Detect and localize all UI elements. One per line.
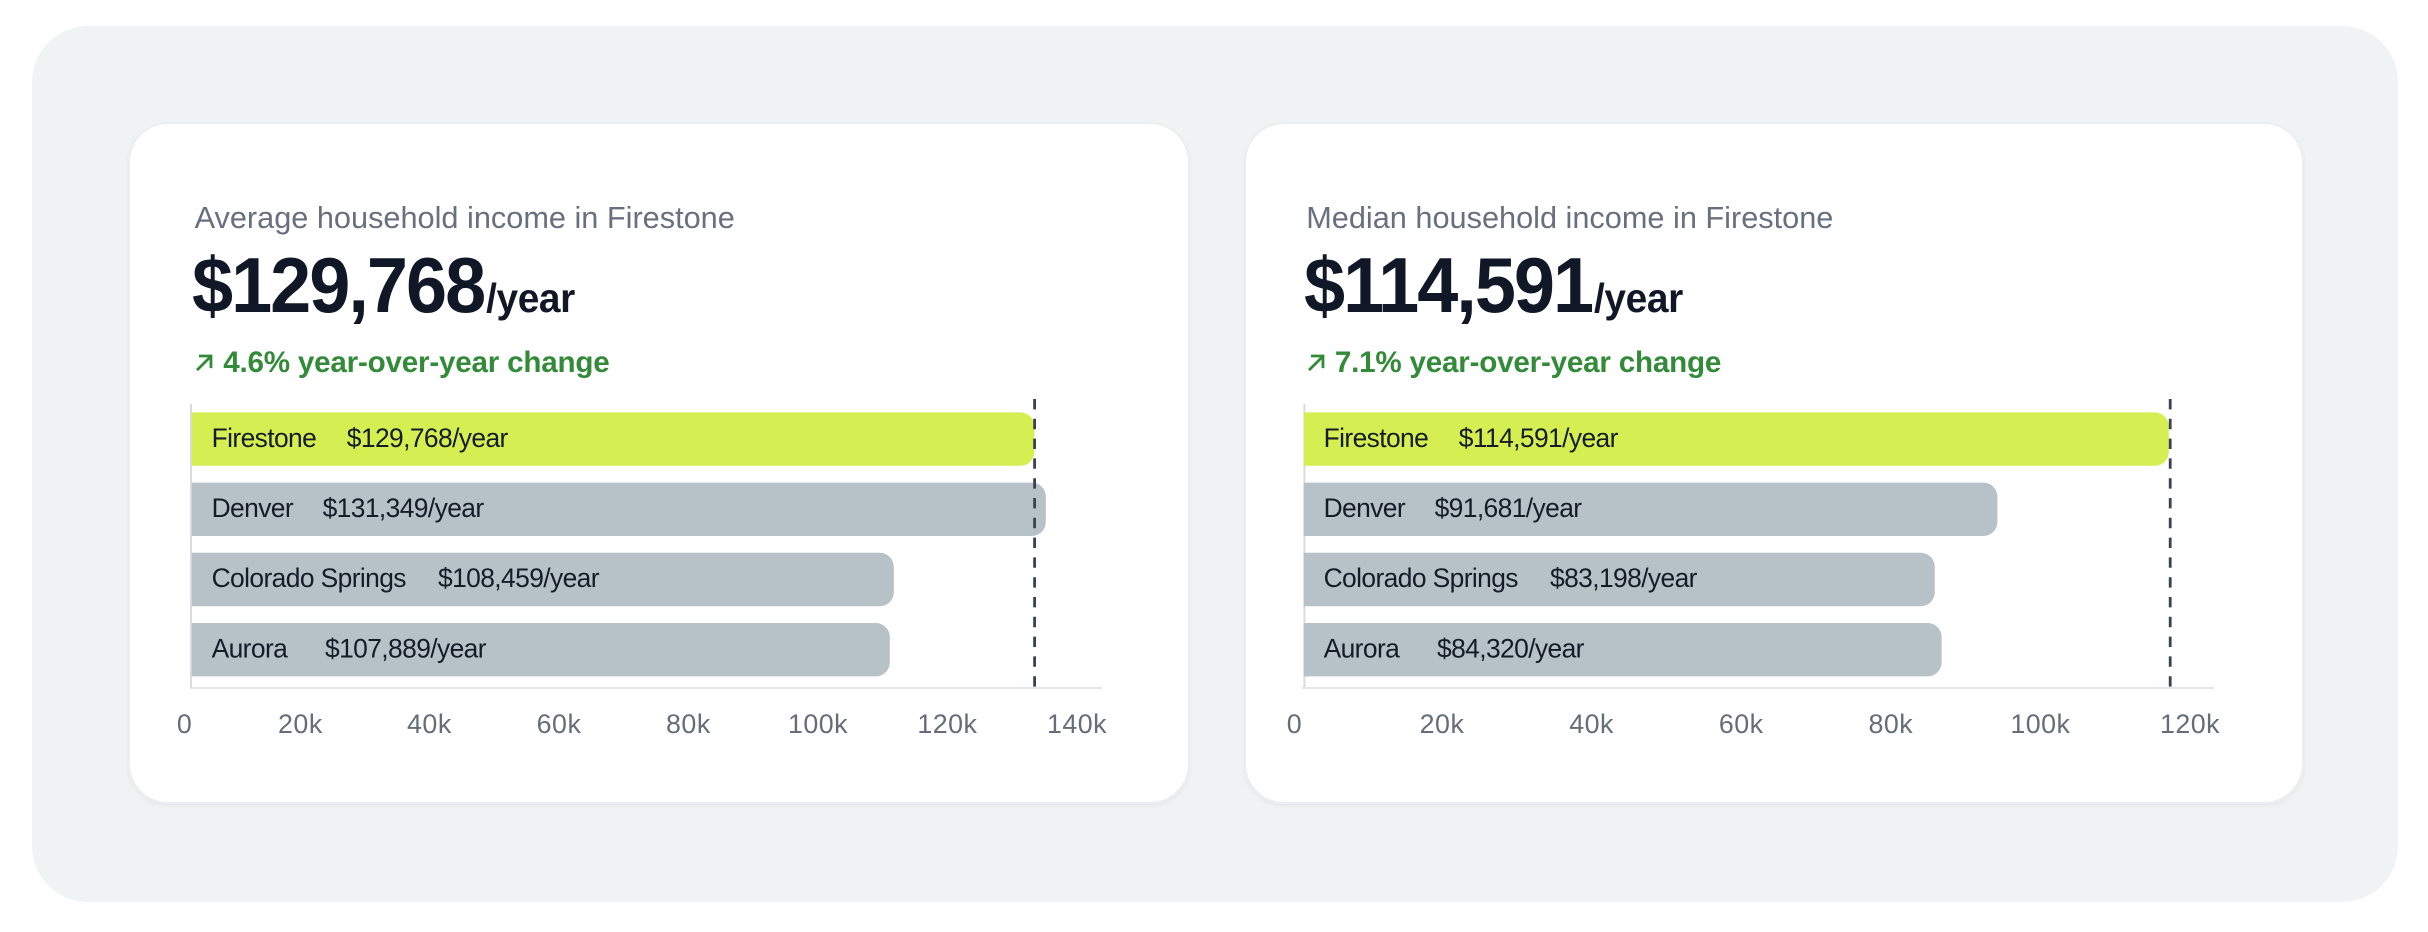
svg-text:$83,198/year: $83,198/year — [1550, 563, 1698, 593]
svg-text:140k: 140k — [1047, 709, 1107, 739]
svg-text:$131,349/year: $131,349/year — [323, 493, 485, 523]
svg-text:Colorado Springs: Colorado Springs — [1323, 563, 1518, 593]
svg-text:$114,591/year: $114,591/year — [1458, 423, 1618, 453]
svg-text:$108,459/year: $108,459/year — [438, 563, 600, 593]
svg-text:$84,320/year: $84,320/year — [1437, 633, 1585, 663]
svg-text:Aurora: Aurora — [212, 633, 289, 663]
svg-text:0: 0 — [1286, 709, 1301, 739]
svg-text:0: 0 — [177, 709, 192, 739]
svg-text:Denver: Denver — [212, 493, 294, 523]
svg-text:120k: 120k — [2160, 709, 2220, 739]
svg-text:40k: 40k — [1569, 709, 1614, 739]
svg-text:$129,768/year: $129,768/year — [347, 423, 509, 453]
svg-text:100k: 100k — [2010, 709, 2070, 739]
svg-text:Colorado Springs: Colorado Springs — [212, 563, 407, 593]
svg-text:Denver: Denver — [1323, 493, 1405, 523]
svg-text:40k: 40k — [407, 709, 452, 739]
svg-text:60k: 60k — [537, 709, 582, 739]
svg-text:60k: 60k — [1718, 709, 1763, 739]
svg-text:Aurora: Aurora — [1323, 633, 1400, 663]
svg-text:100k: 100k — [788, 709, 848, 739]
svg-text:20k: 20k — [278, 709, 323, 739]
svg-text:80k: 80k — [666, 709, 711, 739]
svg-text:$91,681/year: $91,681/year — [1434, 493, 1582, 523]
svg-text:80k: 80k — [1868, 709, 1913, 739]
svg-text:Firestone: Firestone — [212, 423, 317, 453]
svg-text:Firestone: Firestone — [1323, 423, 1428, 453]
svg-text:20k: 20k — [1419, 709, 1464, 739]
svg-text:$107,889/year: $107,889/year — [325, 633, 487, 663]
svg-text:120k: 120k — [917, 709, 977, 739]
